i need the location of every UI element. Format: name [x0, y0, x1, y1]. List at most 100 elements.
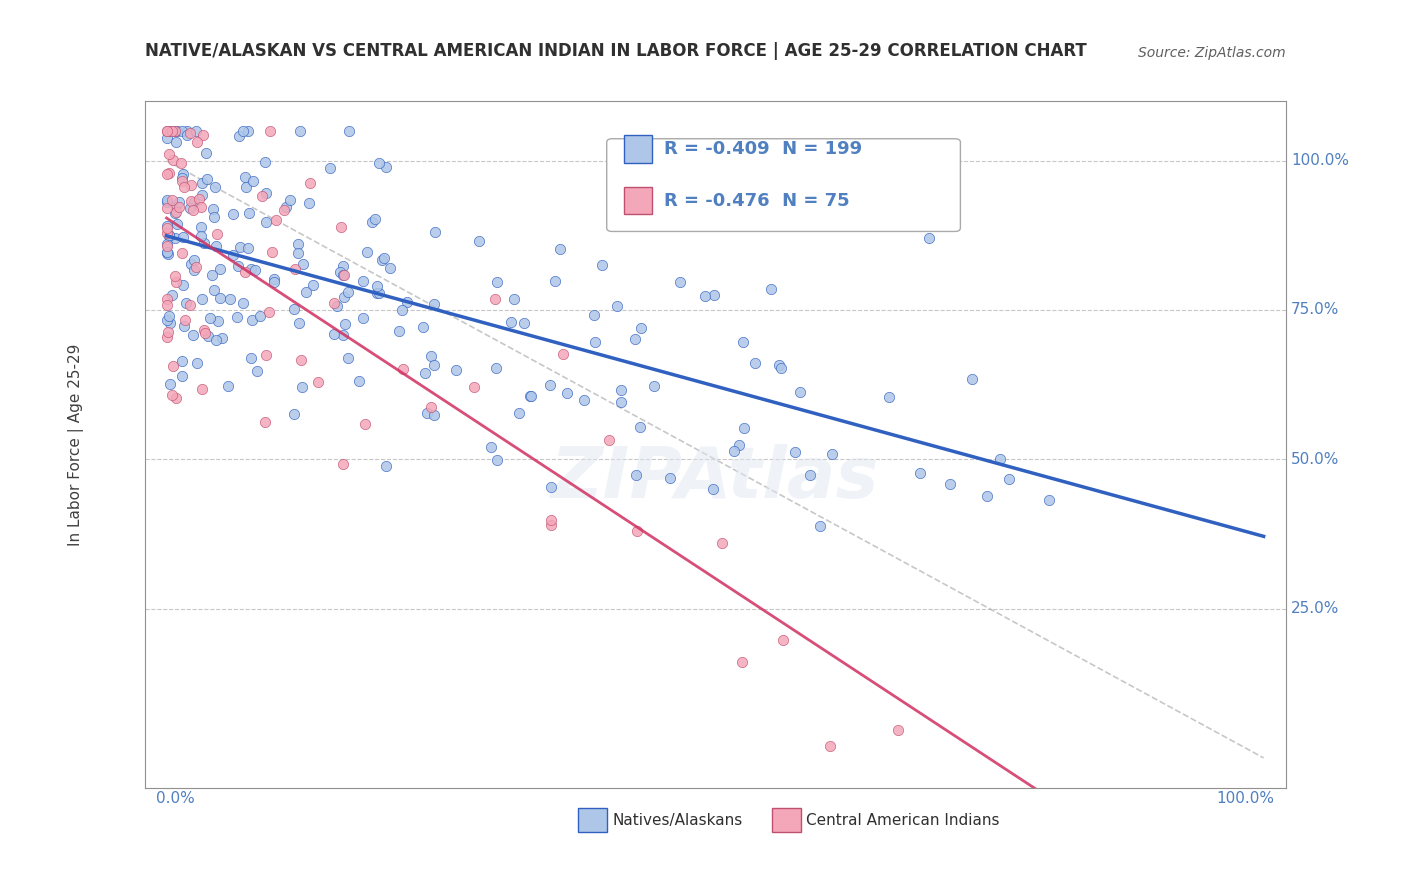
Point [232, 124, 254, 138]
Point [232, 296, 254, 310]
Point [201, 268, 224, 282]
Point [626, 467, 648, 482]
Point [770, 360, 793, 375]
Point [551, 347, 574, 361]
Point [298, 176, 321, 190]
Point [162, 359, 184, 374]
Point [156, 167, 179, 181]
Point [332, 268, 354, 283]
Point [555, 385, 578, 400]
Point [157, 147, 180, 161]
Point [378, 261, 401, 276]
Point [278, 194, 301, 208]
Point [291, 380, 314, 394]
Point [723, 444, 745, 458]
Point [375, 160, 398, 174]
Point [768, 358, 790, 372]
Point [728, 438, 751, 452]
Point [156, 237, 179, 252]
Point [194, 326, 217, 340]
Point [274, 200, 297, 214]
Point [330, 219, 353, 234]
Point [156, 247, 179, 261]
Point [538, 377, 561, 392]
Point [548, 242, 571, 256]
Point [162, 153, 184, 167]
Point [181, 202, 204, 217]
Text: Source: ZipAtlas.com: Source: ZipAtlas.com [1137, 45, 1285, 60]
Point [419, 349, 441, 363]
Point [703, 288, 725, 302]
Point [288, 316, 311, 330]
Point [174, 296, 197, 310]
Point [254, 348, 277, 362]
Point [332, 458, 354, 472]
Point [319, 161, 342, 175]
Point [336, 351, 359, 365]
Point [520, 389, 543, 403]
Point [240, 313, 263, 327]
Point [222, 248, 245, 262]
Point [163, 206, 186, 220]
Point [254, 186, 277, 200]
Point [988, 451, 1011, 466]
Text: R = -0.476  N = 75: R = -0.476 N = 75 [664, 192, 849, 210]
Point [238, 205, 260, 219]
Text: NATIVE/ALASKAN VS CENTRAL AMERICAN INDIAN IN LABOR FORCE | AGE 25-29 CORRELATION: NATIVE/ALASKAN VS CENTRAL AMERICAN INDIA… [145, 42, 1087, 60]
Point [163, 231, 186, 245]
Point [172, 230, 194, 244]
Point [155, 124, 177, 138]
Point [172, 170, 194, 185]
Point [254, 416, 277, 430]
Point [623, 332, 645, 346]
Point [976, 489, 998, 503]
Point [236, 241, 259, 255]
Point [233, 264, 256, 278]
Point [284, 261, 307, 276]
Point [501, 315, 523, 329]
Point [485, 361, 508, 376]
Point [486, 453, 509, 467]
Point [157, 228, 180, 243]
Point [374, 458, 396, 473]
Point [583, 334, 606, 349]
Point [176, 124, 198, 138]
Point [939, 477, 962, 491]
Point [290, 124, 312, 138]
Point [202, 210, 225, 224]
Point [172, 369, 194, 384]
Point [207, 314, 229, 328]
Point [295, 285, 318, 299]
Point [157, 166, 180, 180]
Point [396, 294, 419, 309]
Point [503, 292, 526, 306]
Point [783, 444, 806, 458]
Point [162, 124, 184, 138]
Point [336, 285, 359, 300]
Point [446, 363, 468, 377]
Point [219, 292, 242, 306]
Point [283, 302, 305, 317]
Point [191, 292, 214, 306]
Point [156, 246, 179, 260]
Point [484, 292, 506, 306]
Point [877, 391, 900, 405]
Point [574, 393, 596, 408]
Point [245, 364, 267, 378]
Point [370, 252, 392, 267]
Text: 25.0%: 25.0% [1291, 601, 1340, 616]
Point [240, 261, 263, 276]
Point [167, 195, 190, 210]
Point [416, 407, 439, 421]
Point [367, 285, 389, 300]
Point [254, 155, 277, 169]
Point [208, 262, 231, 277]
Point [702, 482, 724, 496]
Point [479, 441, 502, 455]
Point [156, 193, 179, 207]
Point [170, 124, 193, 138]
Point [184, 260, 207, 274]
Point [226, 259, 249, 273]
Text: R = -0.409  N = 199: R = -0.409 N = 199 [664, 140, 862, 158]
Point [463, 380, 485, 394]
